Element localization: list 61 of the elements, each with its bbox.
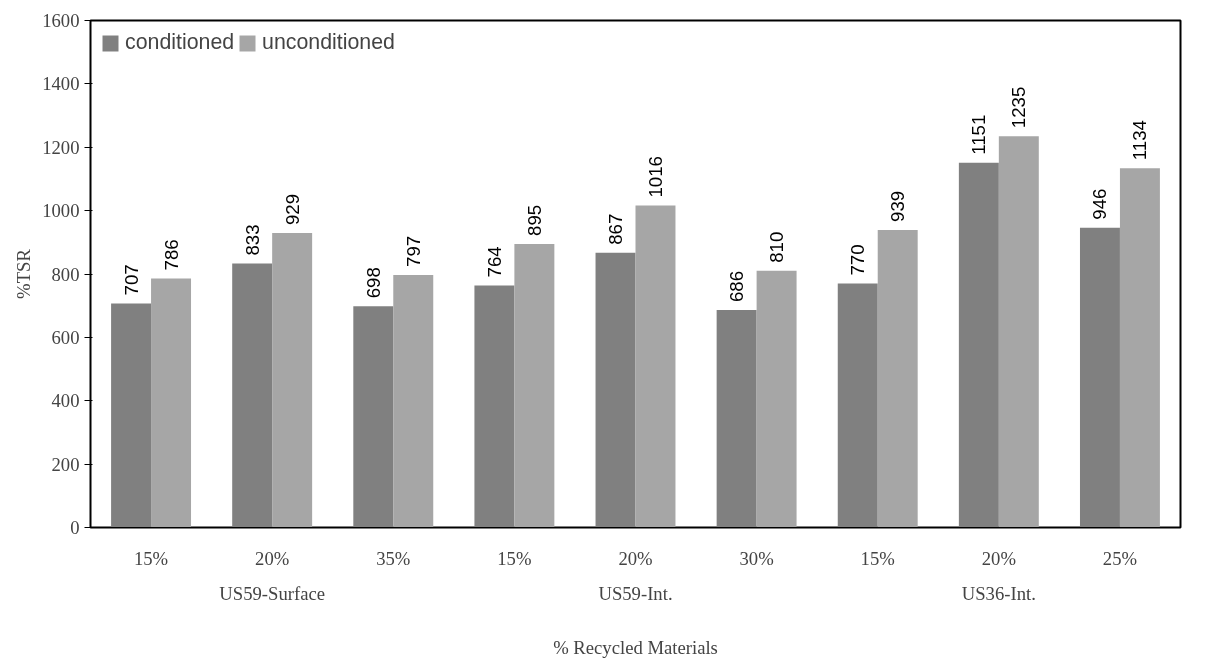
- x-tick-label: 20%: [618, 547, 653, 569]
- bar: [514, 243, 555, 528]
- y-tick-label: 200: [51, 453, 80, 475]
- bar: [1119, 168, 1160, 528]
- x-tick-label: 30%: [739, 547, 774, 569]
- bar: [474, 285, 515, 528]
- bar: [958, 162, 999, 528]
- data-label: 770: [847, 244, 869, 276]
- bar: [716, 310, 757, 528]
- legend-label: unconditioned: [262, 30, 395, 55]
- data-label: 833: [241, 224, 263, 256]
- bar: [877, 229, 918, 528]
- x-axis-title: % Recycled Materials: [553, 636, 718, 658]
- x-tick-label: 15%: [133, 547, 169, 569]
- x-tick-label: 25%: [1102, 547, 1138, 569]
- data-label: 946: [1089, 188, 1111, 220]
- bar: [1079, 227, 1120, 528]
- x-tick-label: 20%: [255, 547, 290, 569]
- bar: [998, 136, 1039, 528]
- bar: [595, 252, 636, 528]
- y-tick-label: 1400: [42, 73, 80, 95]
- y-axis-title: %TSR: [13, 248, 35, 299]
- data-label: 1151: [968, 114, 990, 155]
- bar: [111, 303, 152, 528]
- x-tick-label: 15%: [860, 547, 895, 569]
- data-label: 867: [605, 213, 627, 245]
- data-label: 797: [402, 235, 424, 267]
- data-label: 786: [160, 239, 182, 271]
- x-tick-label: 20%: [981, 547, 1016, 569]
- bar: [151, 278, 192, 528]
- text: US59-Surface: [219, 582, 326, 604]
- data-label: 1134: [1129, 120, 1151, 161]
- y-tick-label: 0: [70, 517, 80, 538]
- data-label: 939: [887, 190, 909, 222]
- bar: [393, 274, 434, 528]
- legend-label: conditioned: [125, 30, 235, 55]
- text: US59-Int.: [598, 582, 673, 604]
- text: US36-Int.: [961, 582, 1036, 604]
- x-tick-label: 15%: [497, 547, 532, 569]
- y-tick-label: 1600: [42, 10, 80, 31]
- data-label: 895: [523, 204, 545, 236]
- bar: [635, 205, 676, 528]
- bar: [272, 233, 313, 528]
- y-tick-label: 800: [51, 263, 80, 285]
- data-label: 929: [281, 193, 303, 226]
- bar: [232, 263, 273, 528]
- bar: [353, 306, 394, 528]
- data-label: 810: [766, 231, 788, 263]
- y-tick-label: 600: [51, 326, 80, 348]
- y-tick-label: 400: [51, 390, 80, 412]
- bar: [837, 283, 878, 528]
- bar: [756, 270, 797, 528]
- data-label: 707: [120, 264, 142, 296]
- y-tick-label: 1000: [42, 200, 80, 222]
- data-label: 1235: [1008, 86, 1030, 129]
- y-tick-label: 1200: [42, 136, 80, 158]
- data-label: 764: [483, 246, 505, 278]
- x-tick-label: 35%: [376, 547, 411, 569]
- data-label: 686: [726, 270, 748, 303]
- data-label: 1016: [644, 156, 666, 198]
- data-label: 698: [362, 267, 384, 299]
